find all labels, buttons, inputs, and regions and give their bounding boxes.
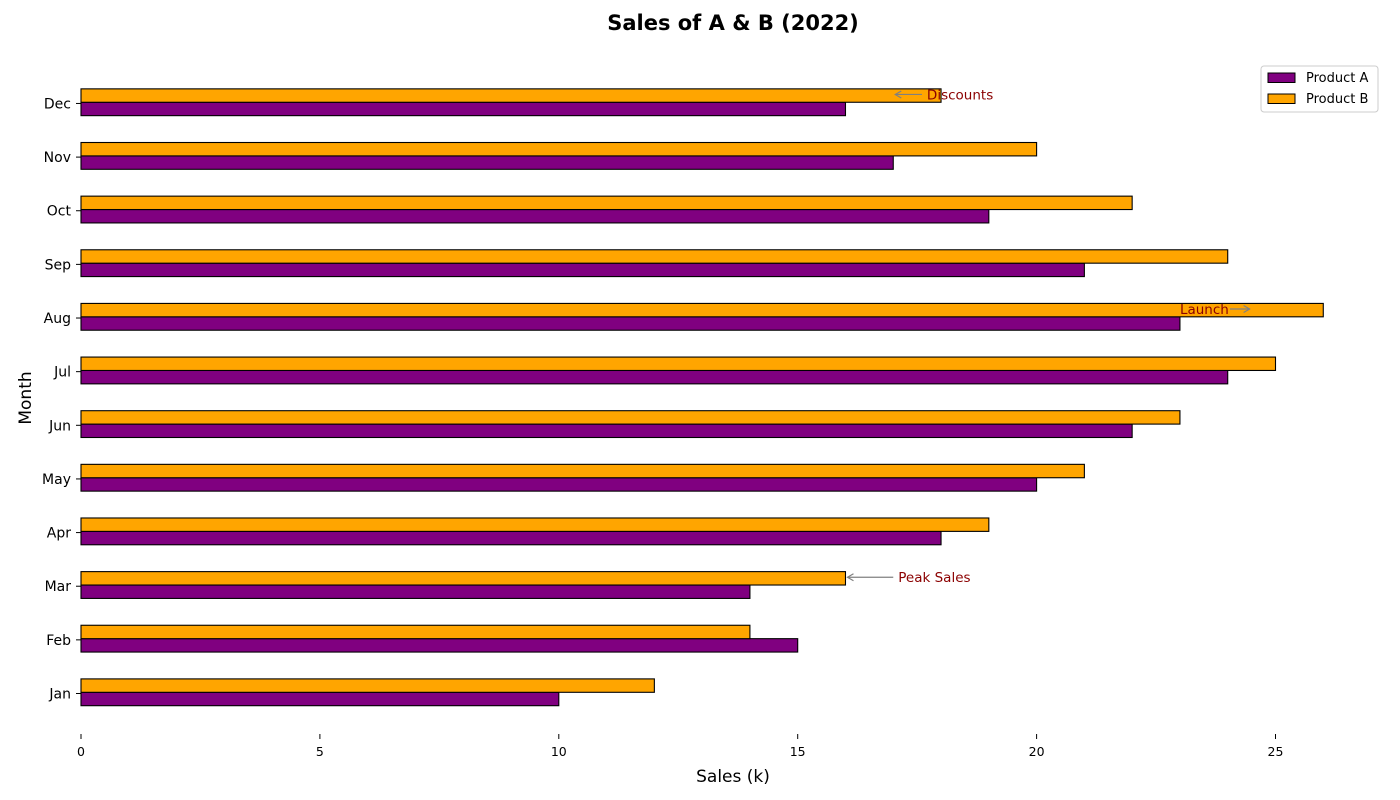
bar-product-b-dec <box>80 88 942 103</box>
bar-product-b-jun <box>80 410 1181 425</box>
bar-product-a-nov <box>80 155 894 170</box>
annotation-arrowhead-peak-sales <box>846 573 854 582</box>
x-axis-label: Sales (k) <box>696 767 770 787</box>
bar-product-a-aug <box>80 316 1181 331</box>
annotation-arrowhead-launch <box>1243 305 1251 314</box>
x-tick-label-20: 20 <box>1029 744 1045 759</box>
x-tick-label-5: 5 <box>316 744 324 759</box>
y-axis: Jan Feb Mar Apr May Jun Jul Aug Sep Oct Nov Dec <box>42 96 81 703</box>
x-tick-label-10: 10 <box>551 744 567 759</box>
y-tick-label-dec: Dec <box>44 96 71 112</box>
y-tick-label-jan: Jan <box>48 687 71 703</box>
legend-swatch-product-a <box>1267 72 1296 83</box>
y-tick-label-mar: Mar <box>45 579 72 595</box>
y-tick-label-nov: Nov <box>44 150 71 166</box>
bar-product-b-aug <box>80 302 1324 318</box>
annotation-arrowhead-discounts <box>894 90 902 99</box>
bar-product-b-feb <box>80 624 751 640</box>
bar-product-b-nov <box>80 141 1038 157</box>
bar-product-a-may <box>80 477 1038 492</box>
annotation-peak-sales: Peak Sales <box>898 570 970 586</box>
y-tick-label-jul: Jul <box>53 365 71 381</box>
annotations-group: Peak Sales Launch Discounts <box>846 87 1251 586</box>
y-tick-label-may: May <box>42 472 71 488</box>
legend: Product A Product B <box>1260 65 1379 113</box>
y-tick-label-apr: Apr <box>47 526 71 542</box>
bar-product-a-jan <box>80 691 560 707</box>
bar-product-a-mar <box>80 584 751 599</box>
bar-product-a-feb <box>80 638 799 653</box>
x-tick-label-15: 15 <box>790 744 806 759</box>
bar-product-b-apr <box>80 517 990 532</box>
bar-product-a-apr <box>80 530 942 546</box>
x-axis: 0 5 10 15 20 25 <box>77 719 1324 759</box>
bars-group <box>80 88 1324 707</box>
bar-product-a-jul <box>80 369 1229 385</box>
bar-product-b-jan <box>80 678 655 693</box>
y-tick-label-oct: Oct <box>47 204 72 220</box>
x-tick-label-0: 0 <box>77 744 85 759</box>
annotation-discounts: Discounts <box>927 87 993 103</box>
y-tick-label-sep: Sep <box>45 257 72 273</box>
bar-product-a-jun <box>80 423 1133 439</box>
legend-swatch-product-b <box>1267 93 1296 104</box>
y-tick-label-feb: Feb <box>46 633 71 649</box>
legend-label-product-a: Product A <box>1306 71 1368 86</box>
x-tick-label-25: 25 <box>1268 744 1284 759</box>
bar-product-a-sep <box>80 262 1085 278</box>
y-axis-label: Month <box>16 371 36 424</box>
bar-product-b-sep <box>80 249 1229 264</box>
bar-product-b-oct <box>80 195 1133 211</box>
bar-product-a-oct <box>80 208 990 224</box>
y-tick-label-aug: Aug <box>44 311 71 327</box>
bar-product-b-jul <box>80 356 1277 372</box>
y-tick-label-jun: Jun <box>48 418 71 434</box>
bar-product-b-mar <box>80 571 847 586</box>
bar-product-a-dec <box>80 101 847 117</box>
chart-title: Sales of A & B (2022) <box>607 11 859 35</box>
annotation-launch: Launch <box>1180 302 1229 318</box>
bar-product-b-may <box>80 463 1085 479</box>
legend-label-product-b: Product B <box>1306 92 1368 107</box>
